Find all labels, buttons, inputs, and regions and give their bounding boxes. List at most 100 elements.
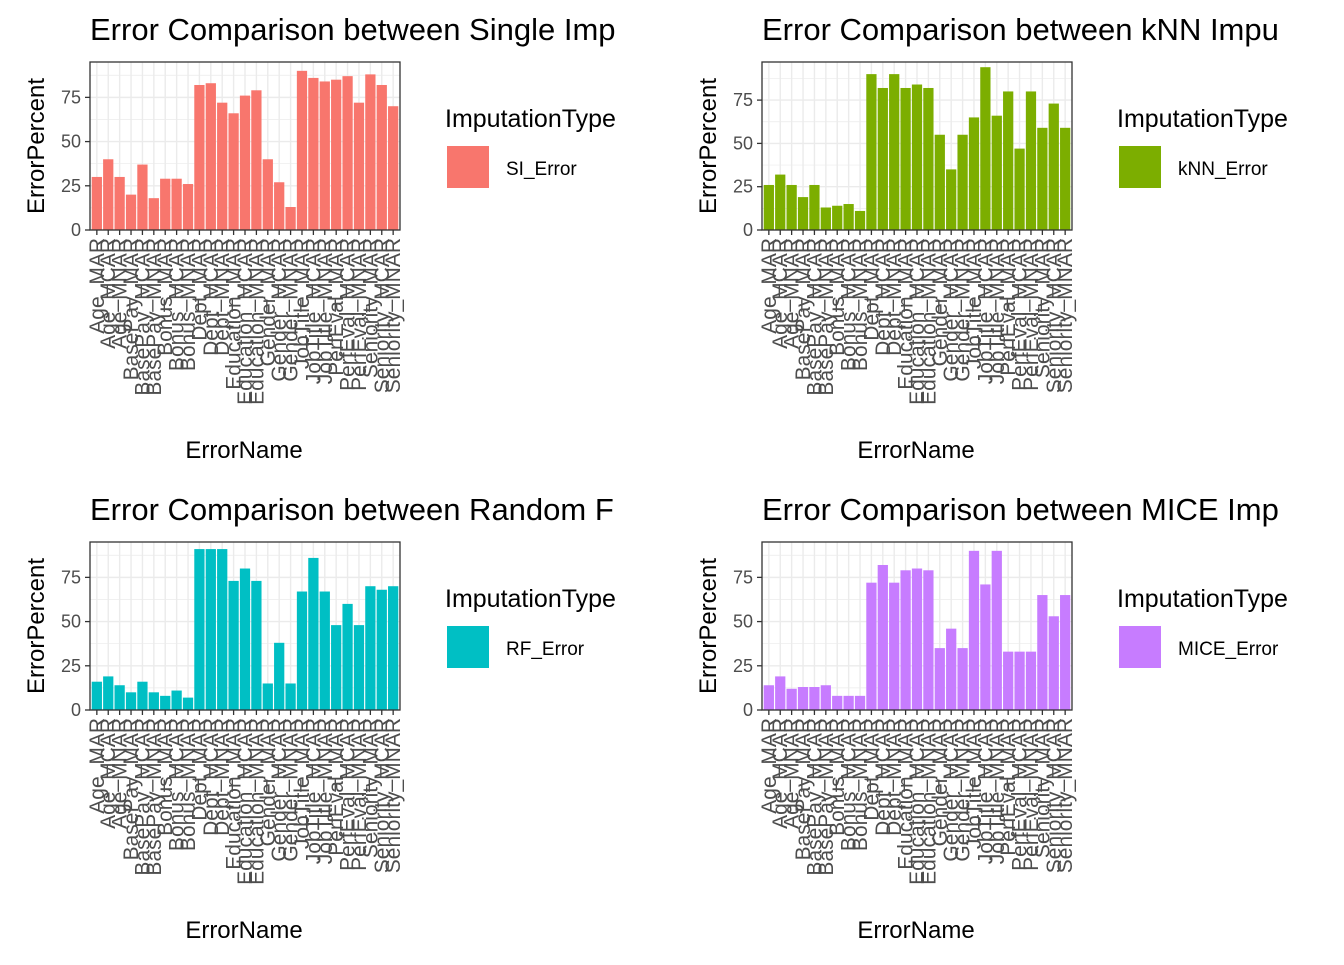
x-tick-label: Education_MCAR <box>906 238 929 405</box>
x-tick-label: JobTitle_MCAR <box>974 718 997 864</box>
x-axis: Age_MARAge_MCARAge_MNARBasePay_MARBasePa… <box>86 710 405 944</box>
y-tick-label: 0 <box>71 220 81 240</box>
legend-title: ImputationType <box>445 585 616 613</box>
bar-Seniority_MNAR <box>388 106 399 230</box>
x-tick-label: Bonus_MNAR <box>177 718 200 851</box>
y-axis-label: ErrorPercent <box>695 558 722 694</box>
bar-Seniority_MCAR <box>1048 616 1059 710</box>
x-tick-label: Education_MCAR <box>234 718 257 885</box>
bar-Seniority_MNAR <box>388 586 399 710</box>
bar-BasePay_MNAR <box>820 685 831 710</box>
x-tick-label: Dept_MNAR <box>211 718 234 836</box>
bar-JobTitle_MNAR <box>991 550 1002 710</box>
x-tick-label: Dept_MAR <box>860 238 883 341</box>
bar-Dept_MCAR <box>877 564 888 710</box>
x-tick-label: Seniority_MAR <box>1031 718 1054 858</box>
y-axis: 0 25 50 75 ErrorPercent <box>695 558 762 720</box>
y-tick-label: 75 <box>61 87 81 107</box>
x-tick-label: Seniority_MNAR <box>1054 718 1077 873</box>
x-tick-label: PerfEval_MAR <box>997 238 1020 376</box>
bar-Seniority_MAR <box>1037 127 1048 230</box>
bar-Age_MNAR <box>786 184 797 230</box>
x-tick-label: JobTitle_MAR <box>291 238 314 369</box>
bar-Bonus_MAR <box>160 695 171 710</box>
bar-BasePay_MCAR <box>809 687 820 710</box>
y-tick-label: 25 <box>733 177 753 197</box>
bar-Dept_MNAR <box>217 102 228 230</box>
bars <box>91 549 399 710</box>
chart-title: Error Comparison between Random F <box>90 492 614 527</box>
x-axis: Age_MARAge_MCARAge_MNARBasePay_MARBasePa… <box>758 710 1077 944</box>
x-tick-label: Seniority_MCAR <box>1043 238 1066 393</box>
x-tick-label: Education_MNAR <box>245 718 268 885</box>
legend-swatch <box>1119 626 1161 668</box>
x-tick-label: Education_MNAR <box>917 718 940 885</box>
bar-Age_MNAR <box>786 688 797 710</box>
bar-Age_MAR <box>91 176 102 230</box>
bar-Education_MNAR <box>923 87 934 231</box>
legend: ImputationType kNN_Error <box>1117 105 1288 188</box>
legend-label: SI_Error <box>506 159 577 180</box>
x-tick-label: Dept_MNAR <box>883 238 906 356</box>
x-tick-label: PerfEval_MAR <box>997 718 1020 856</box>
legend: ImputationType RF_Error <box>445 585 616 668</box>
y-axis: 0 25 50 75 ErrorPercent <box>23 558 90 720</box>
bar-JobTitle_MCAR <box>980 67 991 230</box>
bar-Bonus_MCAR <box>843 204 854 230</box>
chart-title: Error Comparison between MICE Imp <box>762 492 1279 527</box>
y-tick-label: 75 <box>733 567 753 587</box>
x-tick-label: Age_MAR <box>86 238 109 334</box>
bar-Gender_MAR <box>262 683 273 710</box>
y-tick-label: 0 <box>743 700 753 720</box>
bar-Age_MAR <box>91 681 102 710</box>
y-tick-label: 50 <box>733 612 753 632</box>
bar-Gender_MCAR <box>946 169 957 230</box>
x-tick-label: Gender_MCAR <box>940 238 963 382</box>
bar-Education_MCAR <box>239 95 251 230</box>
bars <box>763 550 1071 710</box>
bar-Seniority_MAR <box>365 586 376 710</box>
bar-Seniority_MAR <box>1037 595 1048 710</box>
bar-Bonus_MNAR <box>182 184 194 230</box>
chart-panel-3: Error Comparison between Random F 0 25 50 75… <box>23 492 616 944</box>
bar-Bonus_MCAR <box>171 690 182 710</box>
bar-Bonus_MNAR <box>182 697 194 710</box>
x-tick-label: Bonus_MNAR <box>177 238 200 371</box>
x-tick-label: BasePay_MNAR <box>143 718 166 876</box>
x-tick-label: Dept_MNAR <box>211 238 234 356</box>
x-tick-label: Gender_MCAR <box>940 718 963 862</box>
y-tick-label: 0 <box>71 700 81 720</box>
x-tick-label: JobTitle_MAR <box>291 718 314 849</box>
bar-Gender_MCAR <box>274 642 285 710</box>
chart-title: Error Comparison between Single Imp <box>90 12 616 47</box>
bar-JobTitle_MCAR <box>308 77 319 230</box>
x-tick-label: BasePay_MNAR <box>143 238 166 396</box>
x-tick-label: Gender_MAR <box>929 238 952 366</box>
bar-Age_MCAR <box>775 174 786 230</box>
x-tick-label: Bonus_MAR <box>154 718 177 836</box>
bar-PerfEval_MNAR <box>1025 91 1037 230</box>
x-tick-label: PerfEval_MNAR <box>348 718 371 871</box>
x-tick-label: JobTitle_MAR <box>963 718 986 849</box>
x-tick-label: JobTitle_MNAR <box>314 718 337 864</box>
bar-JobTitle_MNAR <box>319 81 330 230</box>
bar-JobTitle_MCAR <box>308 557 319 710</box>
bar-Dept_MNAR <box>889 74 900 230</box>
x-tick-label: Education_MAR <box>895 238 918 390</box>
bar-Education_MAR <box>228 113 239 230</box>
legend-swatch <box>1119 146 1161 188</box>
bar-Age_MNAR <box>114 176 125 230</box>
bar-Age_MCAR <box>775 676 786 710</box>
y-tick-label: 50 <box>61 132 81 152</box>
bar-Gender_MNAR <box>285 683 296 710</box>
bar-BasePay_MCAR <box>137 681 148 710</box>
x-tick-label: Bonus_MCAR <box>166 718 189 851</box>
x-tick-label: BasePay_MCAR <box>131 718 154 876</box>
x-tick-label: Dept_MCAR <box>200 718 223 836</box>
x-tick-label: Gender_MNAR <box>280 238 303 382</box>
x-tick-label: Seniority_MAR <box>359 238 382 378</box>
x-axis-label: ErrorName <box>185 437 302 464</box>
bar-Education_MNAR <box>251 90 262 230</box>
x-tick-label: Gender_MCAR <box>268 238 291 382</box>
